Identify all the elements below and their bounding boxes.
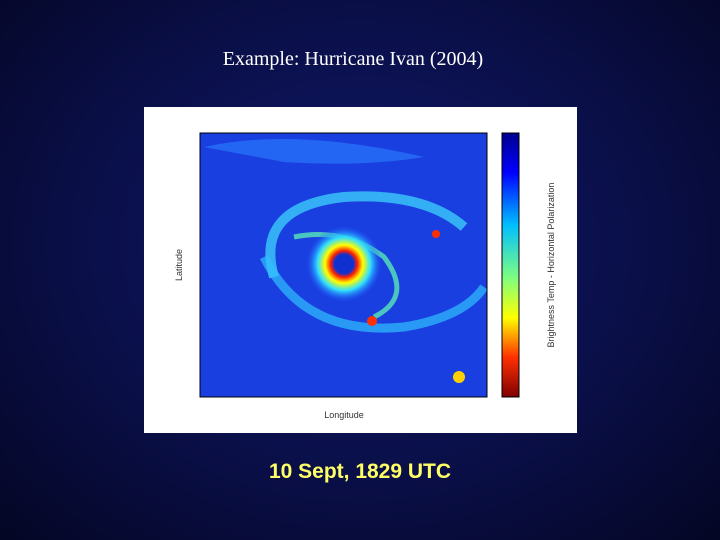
slide-title: Example: Hurricane Ivan (2004): [222, 48, 484, 70]
x-axis-label: Longitude: [324, 410, 364, 420]
y-axis-label: Latitude: [174, 249, 184, 281]
plot-frame: [199, 132, 488, 398]
brightness-map: [200, 133, 487, 397]
slide-caption: 10 Sept, 1829 UTC: [268, 460, 452, 483]
colorbar-label: Brightness Temp - Horizontal Polarizatio…: [546, 183, 556, 348]
colorbar: [501, 132, 520, 398]
satellite-figure: Latitude Longitude Brightness Temp - Hor…: [144, 107, 577, 433]
